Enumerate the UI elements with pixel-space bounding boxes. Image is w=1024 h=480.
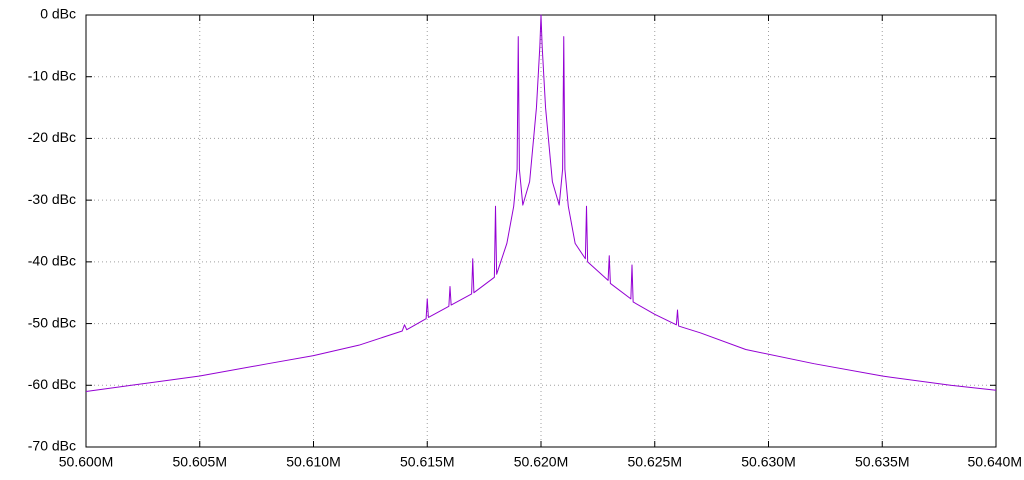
y-tick-label: -70 dBc — [28, 438, 76, 454]
y-tick-label: 0 dBc — [40, 6, 76, 22]
y-tick-label: -50 dBc — [28, 314, 76, 330]
x-tick-label: 50.610M — [286, 454, 340, 470]
x-tick-label: 50.635M — [855, 454, 909, 470]
x-tick-label: 50.625M — [628, 454, 682, 470]
x-tick-label: 50.630M — [741, 454, 795, 470]
y-tick-label: -10 dBc — [28, 67, 76, 83]
x-tick-label: 50.605M — [173, 454, 227, 470]
x-tick-label: 50.600M — [59, 454, 113, 470]
x-tick-label: 50.615M — [400, 454, 454, 470]
x-tick-label: 50.620M — [514, 454, 568, 470]
tick-layer: 0 dBc -10 dBc -20 dBc -30 dBc -40 dBc -50 dBc… — [28, 6, 1022, 470]
y-tick-label: -30 dBc — [28, 191, 76, 207]
y-tick-label: -20 dBc — [28, 129, 76, 145]
x-tick-label: 50.640M — [968, 454, 1022, 470]
y-tick-label: -40 dBc — [28, 253, 76, 269]
y-tick-label: -60 dBc — [28, 376, 76, 392]
data-layer — [85, 14, 997, 392]
grid-layer — [86, 15, 996, 447]
spectrum-line — [85, 14, 997, 392]
